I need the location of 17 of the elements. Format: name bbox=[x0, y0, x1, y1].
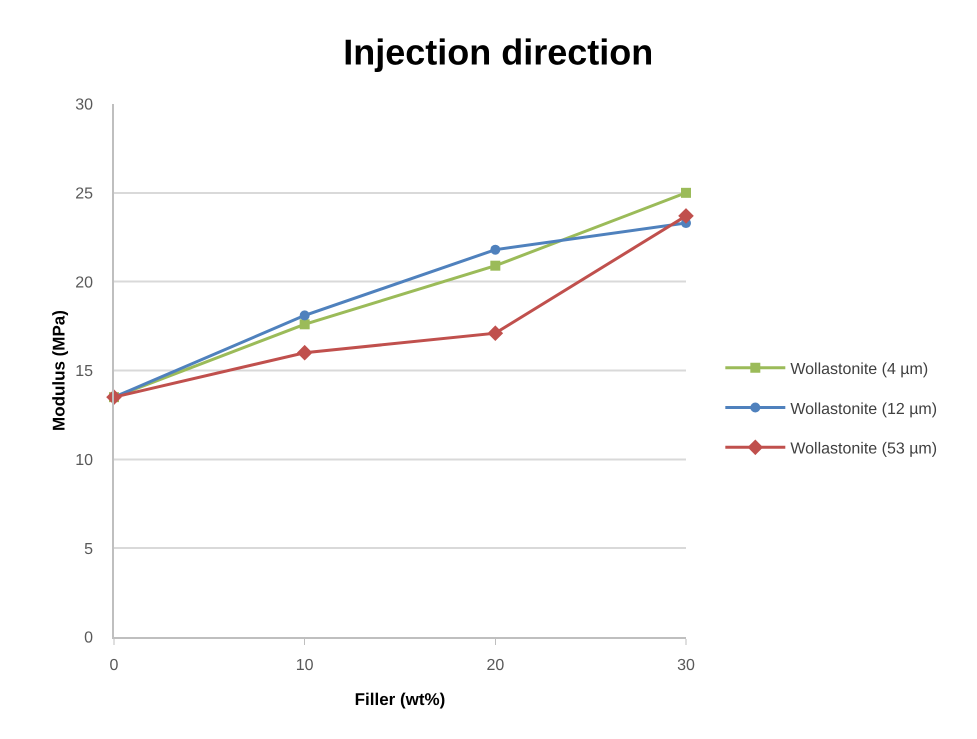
y-axis-title: Modulus (MPa) bbox=[49, 310, 68, 431]
y-tick-label: 5 bbox=[84, 540, 94, 558]
legend-label: Wollastonite (53 µm) bbox=[790, 440, 938, 458]
x-tick-label: 20 bbox=[486, 656, 504, 674]
y-tick-label: 20 bbox=[75, 274, 94, 292]
legend-label: Wollastonite (12 µm) bbox=[790, 400, 938, 418]
chart-title: Injection direction bbox=[343, 31, 654, 72]
y-tick-label: 30 bbox=[75, 96, 94, 114]
y-tick-label: 0 bbox=[84, 630, 94, 647]
y-tick-label: 15 bbox=[75, 363, 94, 380]
y-tick-label: 10 bbox=[75, 452, 94, 469]
x-axis-title: Filler (wt%) bbox=[354, 690, 446, 709]
y-tick-label: 25 bbox=[75, 185, 94, 202]
x-tick-label: 30 bbox=[677, 656, 695, 674]
legend-label: Wollastonite (4 µm) bbox=[790, 360, 928, 378]
x-tick-label: 10 bbox=[296, 656, 314, 674]
x-tick-label: 0 bbox=[110, 656, 119, 674]
